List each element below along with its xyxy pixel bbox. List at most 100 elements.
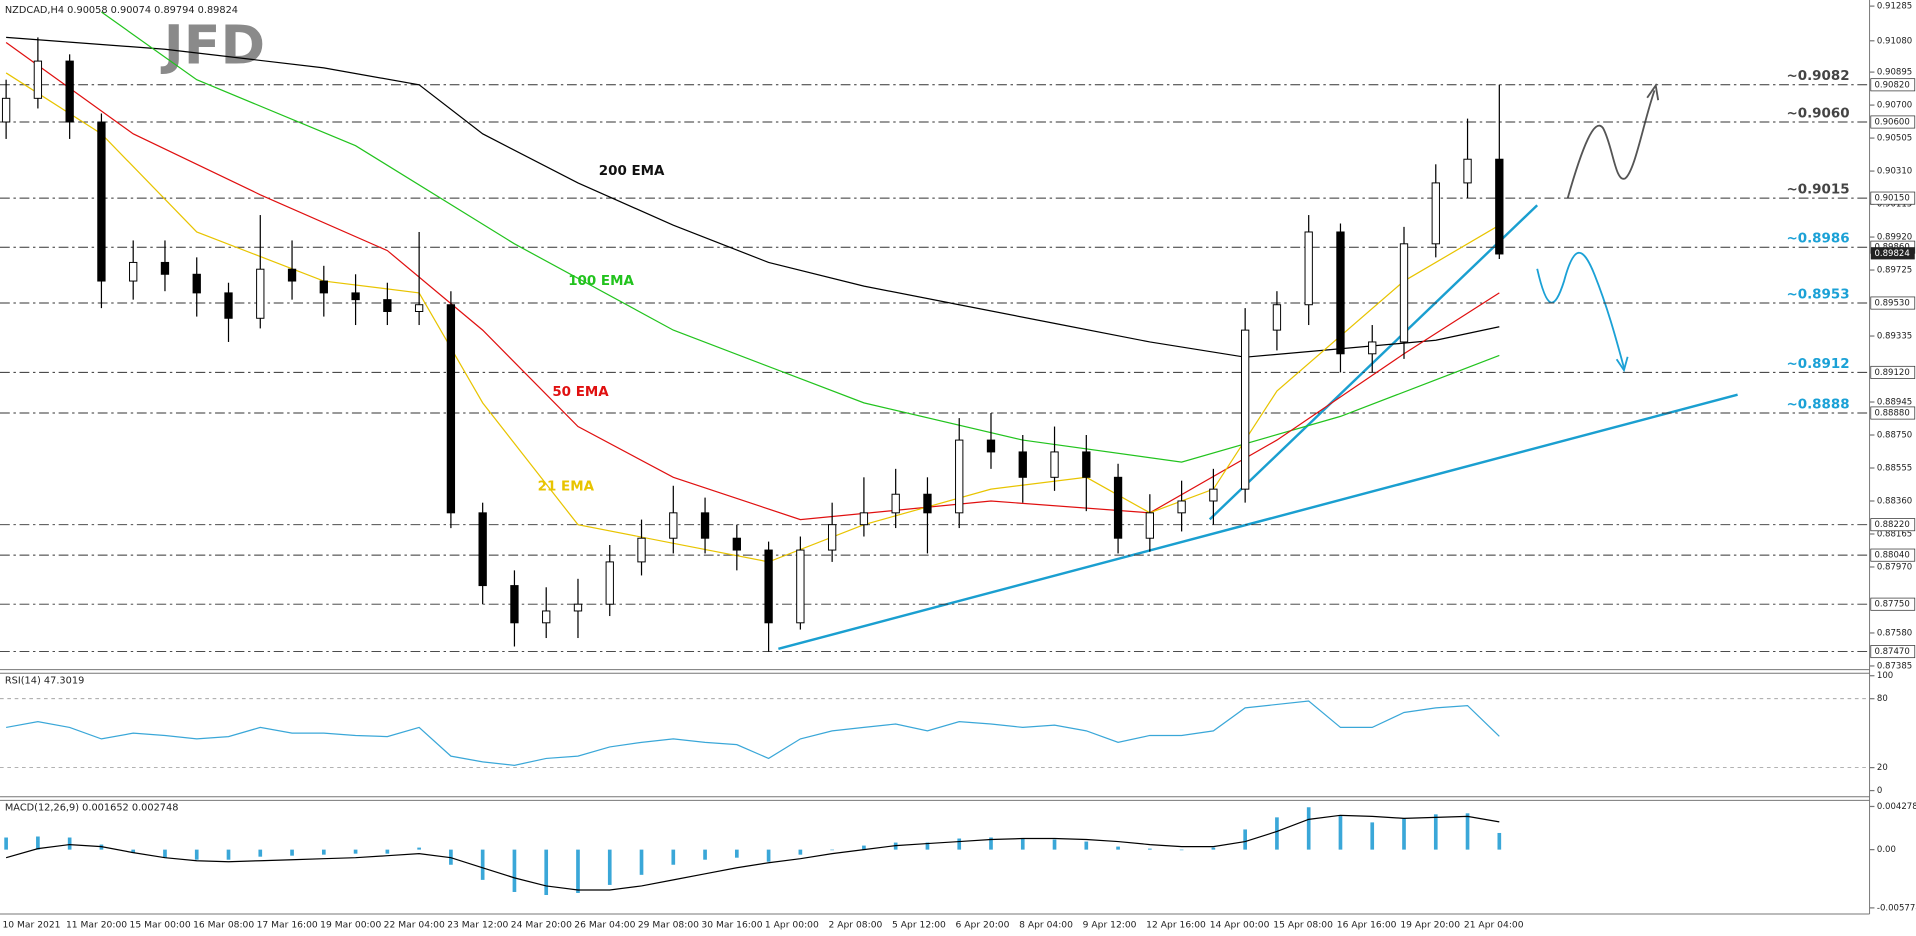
macd-bar: [131, 849, 136, 853]
candle-body: [160, 261, 170, 275]
candle-body: [1209, 488, 1218, 502]
level-box: [1870, 645, 1916, 659]
level-note: ~0.8953: [1786, 287, 1849, 302]
macd-tick-label: -0.005778: [1877, 903, 1916, 913]
candle-body: [1272, 304, 1282, 331]
macd-bar: [576, 849, 580, 893]
y-tick-label: 0.87970: [1877, 562, 1912, 572]
y-tick-label: 0.88360: [1877, 496, 1912, 506]
rsi-tick-label: 80: [1877, 694, 1888, 704]
candle-body: [1082, 451, 1091, 478]
rsi-tick-label: 100: [1877, 671, 1893, 681]
candle-body: [796, 549, 805, 624]
macd-bar: [226, 849, 231, 860]
candle-body: [510, 585, 519, 624]
candle-body: [1304, 231, 1313, 306]
series-label: 200 EMA: [599, 164, 665, 179]
candle-body: [923, 493, 932, 514]
candle-body: [383, 299, 392, 312]
candle-body: [827, 524, 837, 551]
candle-body: [1463, 158, 1472, 184]
macd-bar: [512, 849, 517, 892]
candle-body: [478, 512, 487, 587]
candle-body: [446, 304, 456, 514]
candle-body: [859, 512, 869, 526]
candle-body: [65, 60, 74, 123]
x-tick-label: 17 Mar 16:00: [257, 920, 318, 931]
macd-bar: [417, 847, 421, 850]
macd-signal: [5, 814, 1500, 891]
macd-bar: [862, 845, 866, 850]
candle-body: [700, 512, 710, 539]
x-tick-label: 12 Apr 16:00: [1146, 920, 1206, 931]
ema-line: [6, 36, 1500, 358]
macd-bar: [1338, 815, 1343, 850]
current-price: 0.89824: [1874, 249, 1909, 259]
x-tick-label: 8 Apr 04:00: [1019, 920, 1073, 931]
candle-body: [1, 97, 11, 123]
y-tick-label: 0.89920: [1877, 233, 1912, 243]
y-tick-label: 0.88945: [1877, 398, 1912, 408]
macd-bar: [1370, 822, 1375, 850]
macd-bar: [1275, 817, 1279, 850]
level-box: [1870, 406, 1916, 420]
candle-body: [1336, 231, 1345, 355]
level-note: ~0.8986: [1786, 232, 1849, 247]
x-tick-label: 26 Mar 04:00: [574, 920, 635, 931]
ema-line: [5, 41, 1500, 521]
level-note: ~0.9015: [1786, 183, 1849, 198]
candle-body: [129, 261, 138, 282]
macd-bar: [957, 838, 962, 850]
macd-bar: [1179, 849, 1184, 851]
level-box: [1870, 365, 1916, 379]
y-tick-label: 0.87580: [1877, 628, 1912, 638]
y-tick-label: 0.88555: [1877, 463, 1912, 473]
level-note: ~0.9082: [1786, 69, 1849, 84]
macd-bar: [194, 849, 199, 860]
y-tick-label: 0.88165: [1877, 529, 1912, 539]
candle-body: [1145, 512, 1154, 539]
candle-body: [955, 439, 964, 514]
candle-body: [669, 512, 678, 539]
macd-bar: [703, 849, 707, 860]
macd-bar: [290, 849, 294, 856]
macd-bar: [36, 836, 40, 850]
level-box: [1870, 518, 1916, 532]
macd-bar: [1465, 813, 1470, 850]
candle-body: [1368, 341, 1377, 355]
macd-bar: [1020, 838, 1025, 850]
macd-bar: [544, 849, 549, 896]
level-box: [1870, 548, 1916, 562]
macd-bar: [1243, 829, 1247, 850]
y-tick-label: 0.91285: [1877, 2, 1912, 12]
x-tick-label: 9 Apr 12:00: [1083, 920, 1137, 931]
y-tick-label: 0.90310: [1877, 167, 1912, 177]
candle-body: [1495, 158, 1504, 255]
chart-title: NZDCAD,H4 0.90058 0.90074 0.89794 0.8982…: [5, 5, 238, 16]
candle-body: [33, 60, 43, 99]
macd-bar: [321, 849, 326, 855]
macd-bar: [353, 849, 358, 854]
rsi-title: RSI(14) 47.3019: [5, 676, 84, 687]
candle-body: [637, 537, 646, 563]
level-note: ~0.8912: [1786, 357, 1849, 372]
candle-body: [224, 292, 233, 319]
x-tick-label: 29 Mar 08:00: [638, 920, 699, 931]
x-tick-label: 5 Apr 12:00: [892, 920, 946, 931]
series-label: 21 EMA: [538, 479, 595, 494]
macd-bar: [989, 837, 993, 850]
x-tick-label: 16 Apr 16:00: [1337, 920, 1397, 931]
macd-bar: [480, 849, 485, 880]
macd-bar: [1211, 847, 1216, 850]
macd-bar: [639, 849, 644, 875]
macd-bar: [925, 842, 930, 850]
candle-body: [573, 603, 583, 612]
level-box: [1870, 78, 1916, 92]
macd-bar: [1116, 846, 1120, 850]
ema-line: [101, 11, 1500, 463]
x-tick-label: 30 Mar 16:00: [701, 920, 762, 931]
macd-bar: [1433, 814, 1438, 850]
current-price-box: [1870, 247, 1915, 260]
y-tick-label: 0.90505: [1877, 134, 1912, 144]
